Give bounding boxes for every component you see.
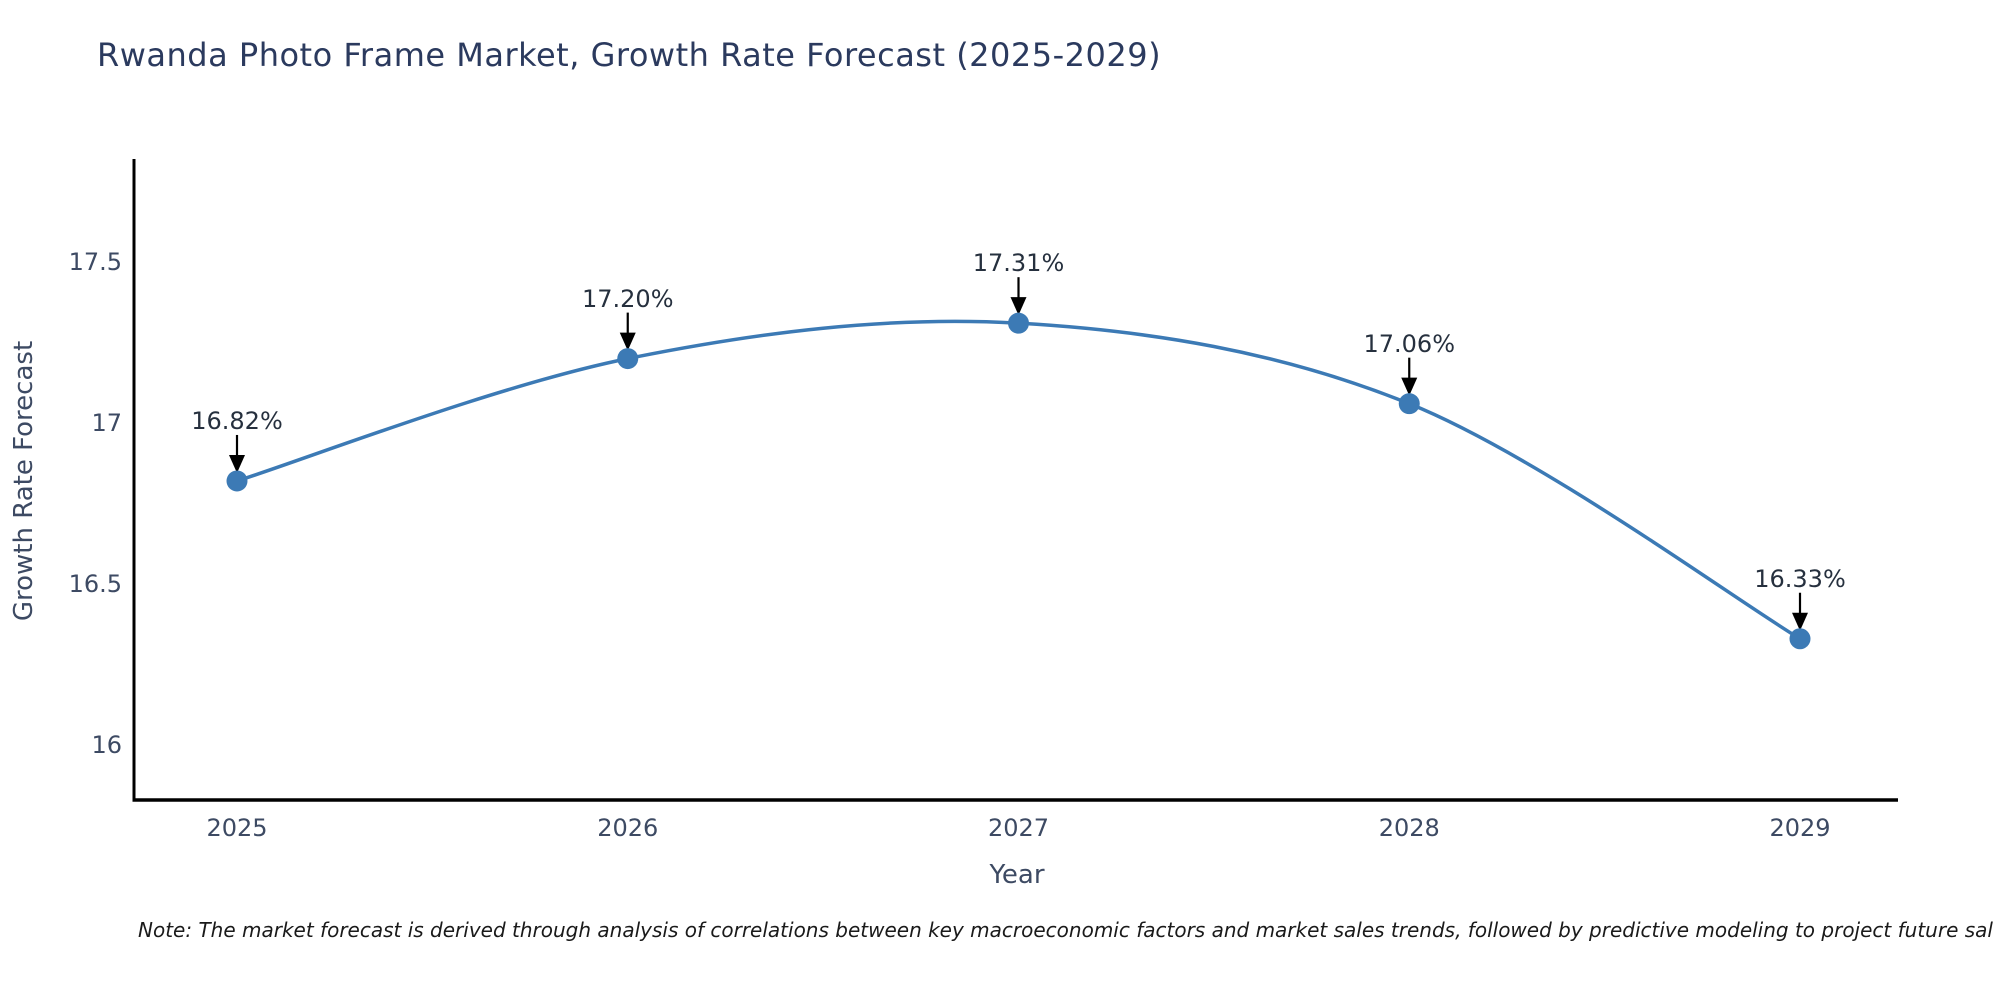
annotation-arrow-head <box>1792 612 1808 631</box>
y-tick-label: 17.5 <box>68 248 122 276</box>
annotation-arrow-head <box>619 332 636 351</box>
point-value-label: 17.20% <box>581 284 674 313</box>
point-value-label: 16.82% <box>191 406 283 435</box>
footnote: Note: The market forecast is derived thr… <box>138 918 1993 942</box>
x-tick-label: 2026 <box>597 814 659 842</box>
annotation-arrow-head <box>229 454 245 473</box>
data-point-marker <box>226 470 248 492</box>
data-point-marker <box>1398 393 1420 415</box>
point-value-label: 17.06% <box>1363 329 1455 358</box>
data-point-marker <box>1789 628 1811 650</box>
data-point-marker <box>1008 312 1029 334</box>
x-axis-title: Year <box>989 860 1045 890</box>
x-tick-label: 2029 <box>1769 814 1831 842</box>
x-tick-label: 2027 <box>987 814 1050 842</box>
data-point-marker <box>617 348 639 370</box>
annotation-arrow-head <box>1010 297 1027 316</box>
y-tick-label: 17 <box>91 409 122 437</box>
x-tick-label: 2028 <box>1378 814 1440 842</box>
annotation-arrow-head <box>1401 377 1418 396</box>
point-value-label: 17.31% <box>972 249 1065 278</box>
x-tick-label: 2025 <box>206 814 268 842</box>
forecast-curve <box>236 319 1801 641</box>
y-tick-label: 16.5 <box>68 570 122 598</box>
y-axis-title: Growth Rate Forecast <box>9 340 39 622</box>
chart-title: Rwanda Photo Frame Market, Growth Rate F… <box>97 36 1162 74</box>
point-value-label: 16.33% <box>1754 564 1846 593</box>
y-tick-label: 16 <box>91 731 122 759</box>
